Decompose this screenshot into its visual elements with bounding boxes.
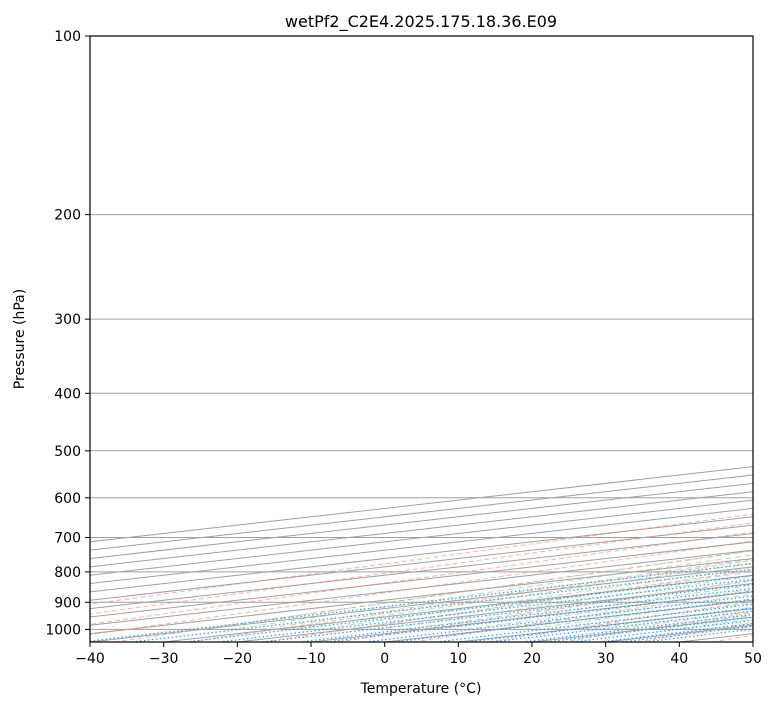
- x-tick-label: 50: [744, 651, 762, 667]
- isotherm-line: [90, 499, 753, 576]
- y-tick-label: 1000: [45, 622, 81, 638]
- moist-adiabat-line: [289, 562, 753, 630]
- mixing-ratio-line: [185, 574, 753, 642]
- isotherm-line: [90, 507, 753, 585]
- isotherm-line: [90, 466, 753, 543]
- dry-adiabat-line: [188, 559, 753, 642]
- x-axis-label: Temperature (°C): [360, 681, 482, 697]
- mixing-ratio-line: [218, 578, 753, 642]
- isotherm-line: [90, 474, 753, 551]
- mixing-ratio-line: [492, 610, 753, 642]
- moist-adiabat-line: [377, 575, 753, 630]
- dry-adiabat-line: [90, 522, 753, 615]
- y-tick-label: 600: [54, 491, 81, 507]
- x-tick-label: 40: [670, 651, 688, 667]
- dry-adiabat-line: [412, 590, 753, 642]
- mixing-ratio-line: [467, 607, 753, 642]
- x-tick-label: 20: [523, 651, 541, 667]
- y-tick-label: 400: [54, 386, 81, 402]
- y-tick-label: 500: [54, 444, 81, 460]
- moist-adiabat-line: [200, 550, 753, 630]
- background-lines: [90, 36, 753, 642]
- x-tick-label: −10: [296, 651, 326, 667]
- chart-title: wetPf2_C2E4.2025.175.18.36.E09: [285, 12, 557, 32]
- y-tick-label: 800: [54, 565, 81, 581]
- y-tick-label: 100: [54, 29, 81, 45]
- isotherm-line: [90, 516, 753, 593]
- y-tick-label: 700: [54, 531, 81, 547]
- y-axis-label: Pressure (hPa): [12, 289, 28, 389]
- moist-adiabat-line: [348, 570, 753, 630]
- isotherm-line: [90, 482, 753, 560]
- plot-frame: [89, 35, 754, 643]
- moist-adiabat-line: [230, 554, 753, 630]
- mixing-ratio-line: [131, 568, 753, 642]
- isotherm-line: [90, 491, 753, 568]
- moist-adiabat-line: [407, 579, 753, 630]
- x-tick-label: 0: [380, 651, 389, 667]
- x-tick-label: −40: [75, 651, 105, 667]
- x-tick-label: 30: [597, 651, 615, 667]
- y-tick-label: 200: [54, 208, 81, 224]
- y-tick-label: 300: [54, 312, 81, 328]
- y-axis-ticks: 100 200 300 400 500 600 700 800 900 1000: [45, 29, 90, 638]
- dry-adiabat-line: [90, 540, 753, 636]
- dry-adiabat-line: [263, 569, 753, 642]
- x-tick-label: −30: [149, 651, 179, 667]
- isotherm-line: [90, 524, 753, 601]
- y-tick-label: 900: [54, 595, 81, 611]
- x-tick-label: −20: [223, 651, 253, 667]
- dry-adiabat-line: [90, 513, 753, 605]
- x-axis-ticks: −40 −30 −20 −10 0 10 20 30 40 50: [75, 642, 762, 667]
- x-tick-label: 10: [449, 651, 467, 667]
